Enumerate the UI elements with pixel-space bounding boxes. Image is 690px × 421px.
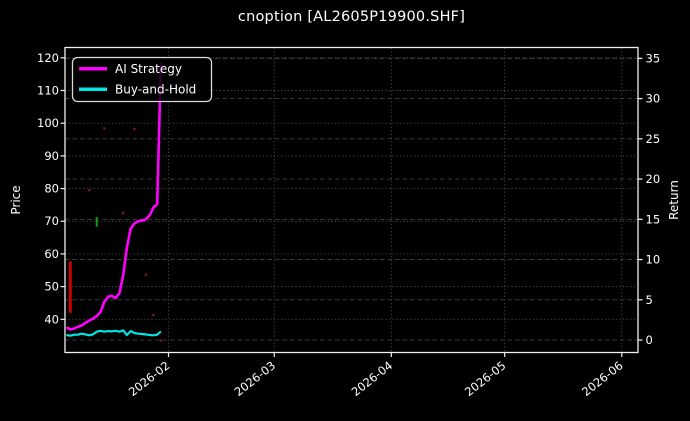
noise-dot <box>102 127 106 130</box>
x-tick-label: 2026-06 <box>579 358 625 399</box>
chart-title: cnoption [AL2605P19900.SHF] <box>237 9 466 25</box>
noise-dot <box>121 211 125 215</box>
return-tick-label: 25 <box>646 132 661 146</box>
return-tick-label: 35 <box>646 51 661 65</box>
x-tick-label: 2026-05 <box>462 358 508 399</box>
price-tick-label: 70 <box>44 214 59 228</box>
return-tick-label: 15 <box>646 212 661 226</box>
right-axis-label: Return <box>667 180 681 220</box>
return-tick-label: 5 <box>646 293 653 307</box>
left-axis-label: Price <box>9 185 23 215</box>
series-lines <box>65 62 163 337</box>
gridlines <box>65 47 638 353</box>
series-line-buy-and-hold <box>66 329 162 337</box>
noise-dot <box>159 339 163 342</box>
return-tick-label: 10 <box>646 253 661 267</box>
price-tick-label: 100 <box>37 116 59 130</box>
price-tick-label: 40 <box>44 312 59 326</box>
x-tick-label: 2026-02 <box>126 358 172 399</box>
price-tick-label: 50 <box>44 280 59 294</box>
noise-dot <box>87 188 91 192</box>
return-tick-label: 0 <box>646 333 653 347</box>
price-tick-label: 60 <box>44 247 59 261</box>
noise-dot <box>152 313 155 317</box>
legend-label-2: Buy-and-Hold <box>115 83 196 97</box>
legend-box <box>71 56 213 103</box>
series-line-ai-strategy <box>65 62 163 331</box>
price-tick-label: 120 <box>37 51 59 65</box>
x-tick-label: 2026-04 <box>349 358 395 399</box>
legend-label-1: AI Strategy <box>115 62 182 76</box>
return-tick-label: 30 <box>646 92 661 106</box>
plot-frame <box>64 46 639 354</box>
price-tick-label: 110 <box>37 83 59 97</box>
trade-markers <box>68 127 163 342</box>
price-tick-label: 90 <box>44 149 59 163</box>
price-tick-label: 80 <box>44 182 59 196</box>
noise-dot <box>133 127 136 131</box>
legend: AI Strategy Buy-and-Hold <box>71 56 213 103</box>
noise-dot <box>144 273 148 277</box>
x-tick-label: 2026-03 <box>232 358 278 399</box>
return-tick-label: 20 <box>646 172 661 186</box>
